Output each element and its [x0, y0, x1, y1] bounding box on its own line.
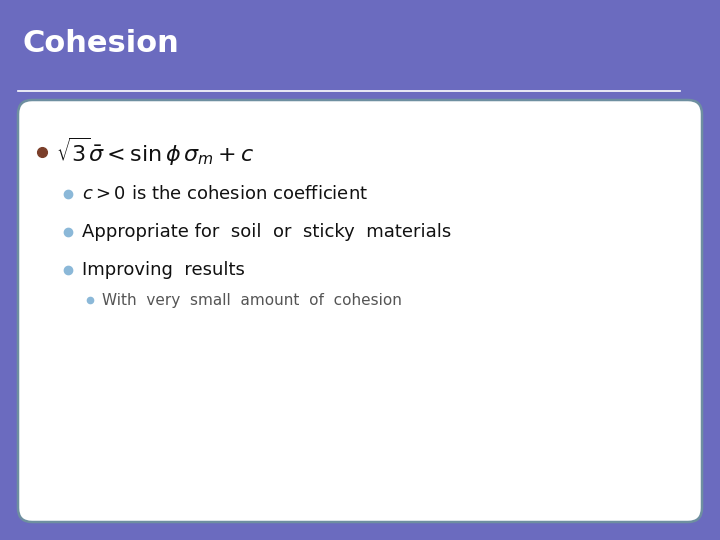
Text: $c > 0$ is the cohesion coefficient: $c > 0$ is the cohesion coefficient	[82, 185, 368, 203]
Text: With  very  small  amount  of  cohesion: With very small amount of cohesion	[102, 293, 402, 307]
FancyBboxPatch shape	[18, 100, 702, 522]
Bar	[0, 0, 720, 88]
Text: Cohesion: Cohesion	[22, 30, 179, 58]
Text: Improving  results: Improving results	[82, 261, 245, 279]
Text: Appropriate for  soil  or  sticky  materials: Appropriate for soil or sticky materials	[82, 223, 451, 241]
Text: $\sqrt{3}\bar{\sigma} < \sin\phi\,\sigma_m + c$: $\sqrt{3}\bar{\sigma} < \sin\phi\,\sigma…	[56, 136, 255, 168]
